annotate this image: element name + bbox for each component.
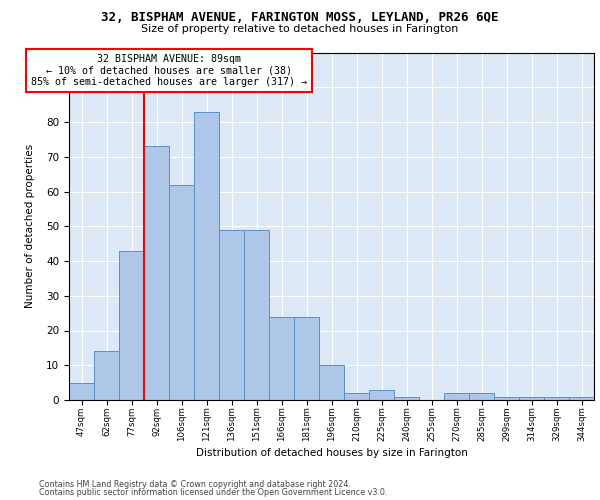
Bar bbox=[494, 396, 519, 400]
Bar bbox=[194, 112, 219, 400]
Bar bbox=[569, 396, 594, 400]
Bar bbox=[144, 146, 169, 400]
Bar bbox=[269, 316, 294, 400]
Bar bbox=[319, 365, 344, 400]
Bar bbox=[219, 230, 244, 400]
Bar bbox=[394, 396, 419, 400]
Bar bbox=[169, 184, 194, 400]
Text: Contains HM Land Registry data © Crown copyright and database right 2024.: Contains HM Land Registry data © Crown c… bbox=[39, 480, 351, 489]
Bar bbox=[444, 393, 469, 400]
Bar bbox=[469, 393, 494, 400]
Bar bbox=[119, 250, 144, 400]
Bar bbox=[244, 230, 269, 400]
Y-axis label: Number of detached properties: Number of detached properties bbox=[25, 144, 35, 308]
Text: 32, BISPHAM AVENUE, FARINGTON MOSS, LEYLAND, PR26 6QE: 32, BISPHAM AVENUE, FARINGTON MOSS, LEYL… bbox=[101, 11, 499, 24]
Text: Size of property relative to detached houses in Farington: Size of property relative to detached ho… bbox=[142, 24, 458, 34]
Bar bbox=[69, 382, 94, 400]
Bar bbox=[519, 396, 544, 400]
Bar bbox=[369, 390, 394, 400]
Bar bbox=[94, 352, 119, 400]
X-axis label: Distribution of detached houses by size in Farington: Distribution of detached houses by size … bbox=[196, 448, 467, 458]
Bar bbox=[294, 316, 319, 400]
Text: Contains public sector information licensed under the Open Government Licence v3: Contains public sector information licen… bbox=[39, 488, 388, 497]
Bar bbox=[344, 393, 369, 400]
Bar bbox=[544, 396, 569, 400]
Text: 32 BISPHAM AVENUE: 89sqm
← 10% of detached houses are smaller (38)
85% of semi-d: 32 BISPHAM AVENUE: 89sqm ← 10% of detach… bbox=[31, 54, 307, 88]
